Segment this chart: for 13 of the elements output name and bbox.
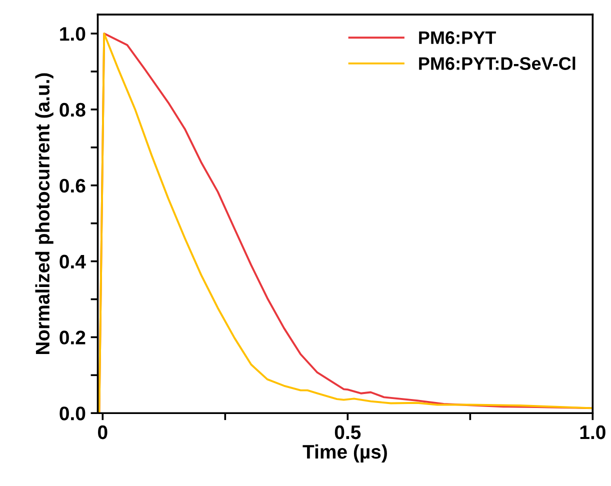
x-axis-title: Time (µs)	[302, 444, 387, 463]
y-tick-label: 0.6	[60, 178, 86, 193]
y-tick-label: 0.2	[60, 330, 86, 344]
x-tick-label: 0	[98, 425, 108, 440]
y-tick-label: 0.4	[60, 254, 86, 269]
x-tick-label: 0.5	[334, 425, 361, 440]
x-tick-label: 1.0	[580, 425, 606, 440]
y-tick-label: 0.8	[60, 102, 86, 117]
y-tick-label: 1.0	[60, 27, 86, 41]
y-tick-label: 0.0	[60, 406, 86, 420]
legend-label: PM6:PYT	[419, 31, 496, 44]
legend-label: PM6:PYT:D-SeV-Cl	[419, 56, 576, 70]
y-axis-title: Normalized photocurrent (a.u.)	[35, 73, 54, 354]
